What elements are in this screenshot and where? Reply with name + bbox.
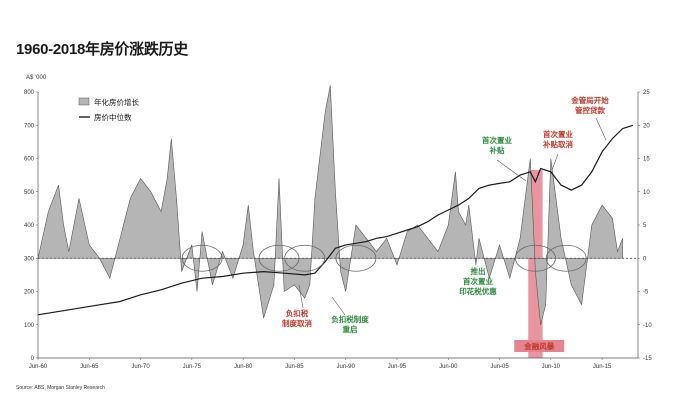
annotation-stamp-duty-line2: 首次置业 (463, 276, 493, 286)
highlight-circle (181, 244, 223, 272)
legend-line-label: 房价中位数 (94, 112, 132, 122)
annotation-financial-crisis: 金融风暴 (523, 341, 554, 351)
annotation-arrow (551, 153, 559, 171)
right-tick-label: 10 (643, 190, 650, 196)
legend-area-label: 年化房价增长 (94, 97, 139, 107)
highlight-circle (335, 244, 377, 272)
highlight-circle (284, 244, 326, 272)
annotation-arrow (595, 117, 607, 141)
x-tick-label: Jun-65 (80, 364, 99, 370)
annotation-negative-gearing-removed-line2: 制度取消 (282, 318, 312, 328)
annotation-stamp-duty-line1: 推出 (471, 266, 486, 276)
annotation-negative-gearing-restored-line2: 重启 (343, 324, 358, 334)
x-tick-label: Jun-15 (593, 364, 612, 370)
highlight-circle (515, 244, 556, 272)
annotation-grant-cancelled-line1: 首次置业 (543, 129, 573, 139)
crisis-label-bg (514, 340, 565, 352)
annotation-arrow (331, 296, 346, 316)
annotation-grant-cancelled-line2: 补贴取消 (542, 139, 573, 149)
right-tick-label: -10 (643, 323, 652, 329)
page-title: 1960-2018年房价涨跌历史 (16, 41, 188, 58)
right-tick-label: -5 (643, 290, 649, 296)
annotation-negative-gearing-removed-line1: 负扣税 (286, 308, 309, 318)
x-tick-label: Jun-05 (490, 364, 509, 370)
left-tick-label: 0 (31, 356, 35, 362)
left-tick-label: 400 (24, 223, 35, 229)
annotation-stamp-duty-line3: 印花税优惠 (459, 286, 497, 296)
annotation-arrow (496, 159, 527, 182)
left-tick-label: 800 (24, 90, 35, 96)
right-tick-label: 5 (643, 223, 647, 229)
left-tick-label: 700 (24, 123, 35, 129)
annotation-first-home-grant-line1: 首次置业 (482, 135, 512, 145)
x-tick-label: Jun-85 (285, 364, 304, 370)
x-tick-label: Jun-80 (234, 364, 253, 370)
right-tick-label: 25 (643, 90, 650, 96)
x-tick-label: Jun-75 (183, 364, 202, 370)
x-tick-label: Jun-00 (439, 364, 458, 370)
x-tick-label: Jun-95 (388, 364, 407, 370)
left-tick-label: 600 (24, 157, 35, 163)
right-tick-label: -15 (643, 356, 652, 362)
right-tick-label: 15 (643, 157, 650, 163)
left-axis-unit: A$ '000 (26, 75, 47, 81)
right-tick-label: 0 (643, 256, 647, 262)
legend-area-swatch (78, 97, 90, 106)
annotation-apra-lending-line2: 管控贷款 (575, 105, 605, 115)
annotation-negative-gearing-restored-line1: 负扣税制度 (331, 314, 369, 324)
annotation-apra-lending-line1: 金管局开始 (570, 95, 609, 105)
left-tick-label: 500 (24, 190, 35, 196)
x-tick-label: Jun-70 (131, 364, 150, 370)
x-tick-label: Jun-90 (337, 364, 356, 370)
x-tick-label: Jun-60 (29, 364, 48, 370)
highlight-circle (545, 244, 587, 272)
left-tick-label: 300 (24, 256, 35, 262)
right-tick-label: 20 (643, 123, 650, 129)
annotation-arrow (298, 284, 304, 309)
source-note: Source: ABS, Morgan Stanley Research (16, 385, 105, 391)
left-tick-label: 100 (24, 323, 35, 329)
median-price-line (37, 124, 634, 316)
left-tick-label: 200 (24, 290, 35, 296)
annotation-first-home-grant-line2: 补贴 (489, 145, 505, 155)
growth-area-series (37, 85, 623, 325)
highlight-circle (258, 244, 300, 272)
x-tick-label: Jun-10 (542, 364, 561, 370)
